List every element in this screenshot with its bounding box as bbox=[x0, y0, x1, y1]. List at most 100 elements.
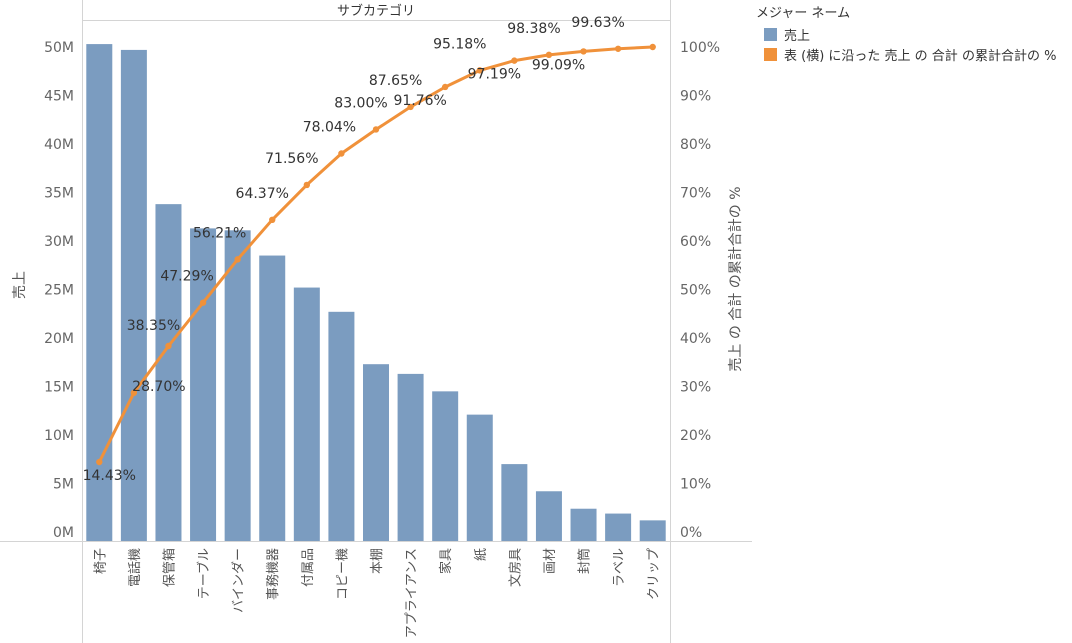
cumulative-data-label: 83.00% bbox=[334, 95, 387, 111]
bar-クリップ[interactable] bbox=[639, 520, 666, 541]
cumulative-point-画材[interactable] bbox=[545, 51, 553, 59]
bar-本棚[interactable] bbox=[363, 364, 389, 541]
bar-アプライアンス[interactable] bbox=[397, 373, 424, 541]
bar-バインダー[interactable] bbox=[224, 230, 251, 541]
cumulative-data-label: 98.38% bbox=[507, 21, 560, 37]
bar-保管箱[interactable] bbox=[155, 204, 182, 541]
x-category-label: 椅子 bbox=[93, 548, 108, 574]
cumulative-point-本棚[interactable] bbox=[372, 126, 380, 133]
x-category-label: 文房具 bbox=[507, 548, 523, 587]
cumulative-data-label: 91.76% bbox=[393, 93, 446, 109]
y-left-tick-label: 35M bbox=[44, 186, 74, 202]
cumulative-data-label: 97.19% bbox=[468, 67, 521, 83]
bar-付属品[interactable] bbox=[293, 287, 320, 541]
x-category-label: バインダー bbox=[232, 548, 247, 613]
legend-swatch-sales bbox=[764, 27, 777, 41]
cumulative-point-封筒[interactable] bbox=[580, 48, 587, 55]
cumulative-data-label: 99.09% bbox=[532, 57, 585, 73]
x-category-label: 家具 bbox=[438, 548, 454, 574]
cumulative-data-label: 95.18% bbox=[433, 36, 486, 52]
x-category-label: 紙 bbox=[474, 548, 489, 561]
cumulative-point-バインダー[interactable] bbox=[234, 256, 241, 263]
y-left-tick-label: 40M bbox=[44, 137, 74, 153]
cumulative-point-家具[interactable] bbox=[441, 83, 449, 91]
cumulative-data-label: 78.04% bbox=[303, 120, 356, 136]
x-category-label: 事務機器 bbox=[266, 548, 281, 600]
y-right-tick-label: 50% bbox=[680, 283, 711, 299]
y-right-axis-title: 売上 の 合計 の累計合計の % bbox=[728, 186, 744, 371]
x-category-label: 本棚 bbox=[370, 548, 385, 574]
cumulative-data-label: 87.65% bbox=[369, 73, 422, 89]
y-left-axis-title: 売上 bbox=[12, 271, 28, 299]
legend-item-cumulative-percent[interactable]: 表 (横) に沿った 売上 の 合計 の累計合計の % bbox=[756, 44, 1072, 64]
legend: メジャー ネーム 売上 表 (横) に沿った 売上 の 合計 の累計合計の % bbox=[756, 4, 1072, 64]
y-right-tick-label: 10% bbox=[680, 477, 711, 493]
x-category-label: コピー機 bbox=[335, 548, 350, 600]
legend-item-sales[interactable]: 売上 bbox=[756, 24, 1072, 44]
y-right-tick-label: 90% bbox=[680, 89, 711, 105]
cumulative-point-アプライアンス[interactable] bbox=[407, 103, 414, 111]
cumulative-data-label: 64.37% bbox=[236, 186, 289, 202]
cumulative-point-電話機[interactable] bbox=[130, 389, 138, 397]
x-category-label: 付属品 bbox=[301, 548, 316, 587]
y-left-tick-label: 5M bbox=[53, 477, 74, 493]
y-left-tick-label: 10M bbox=[44, 428, 74, 444]
x-category-label: ラベル bbox=[612, 548, 627, 587]
x-category-label: 保管箱 bbox=[161, 548, 177, 587]
cumulative-point-コピー機[interactable] bbox=[338, 150, 345, 157]
y-left-tick-label: 20M bbox=[44, 331, 74, 347]
bar-家具[interactable] bbox=[432, 391, 459, 541]
bar-ラベル[interactable] bbox=[605, 513, 632, 541]
bar-紙[interactable] bbox=[466, 414, 493, 541]
x-category-label: テーブル bbox=[196, 548, 212, 599]
legend-label-sales: 売上 bbox=[784, 28, 811, 44]
y-left-tick-label: 25M bbox=[44, 283, 74, 299]
y-left-tick-label: 15M bbox=[44, 380, 74, 396]
y-left-tick-label: 0M bbox=[53, 525, 74, 541]
legend-swatch-cumulative-percent bbox=[764, 47, 777, 61]
bar-椅子[interactable] bbox=[86, 44, 113, 542]
bar-電話機[interactable] bbox=[120, 49, 147, 541]
y-right-tick-label: 0% bbox=[680, 525, 702, 541]
cumulative-point-ラベル[interactable] bbox=[614, 45, 622, 52]
y-right-tick-label: 80% bbox=[680, 137, 711, 153]
bar-事務機器[interactable] bbox=[259, 255, 286, 542]
y-right-tick-label: 20% bbox=[680, 428, 711, 444]
bar-画材[interactable] bbox=[535, 491, 562, 541]
cumulative-point-付属品[interactable] bbox=[303, 181, 311, 189]
bar-文房具[interactable] bbox=[501, 464, 528, 541]
y-right-tick-label: 100% bbox=[680, 40, 720, 56]
y-right-tick-label: 60% bbox=[680, 234, 711, 250]
header-title: サブカテゴリ bbox=[337, 3, 415, 19]
x-category-label: アプライアンス bbox=[405, 548, 420, 638]
x-category-label: 画材 bbox=[543, 548, 558, 574]
y-right-tick-label: 30% bbox=[680, 380, 711, 396]
x-category-label: クリップ bbox=[647, 548, 662, 600]
cumulative-point-事務機器[interactable] bbox=[269, 216, 276, 224]
y-right-tick-label: 70% bbox=[680, 186, 711, 202]
cumulative-data-label: 56.21% bbox=[193, 225, 246, 241]
cumulative-data-label: 71.56% bbox=[265, 151, 318, 167]
bar-コピー機[interactable] bbox=[328, 311, 355, 541]
legend-title: メジャー ネーム bbox=[756, 6, 851, 21]
cumulative-point-保管箱[interactable] bbox=[165, 342, 172, 350]
cumulative-point-椅子[interactable] bbox=[96, 458, 103, 466]
bar-テーブル[interactable] bbox=[190, 228, 217, 541]
cumulative-data-label: 28.70% bbox=[132, 379, 185, 395]
y-left-tick-label: 50M bbox=[44, 40, 74, 56]
cumulative-point-紙[interactable] bbox=[476, 67, 483, 74]
legend-label-cumulative-percent: 表 (横) に沿った 売上 の 合計 の累計合計の % bbox=[784, 48, 1057, 64]
x-category-label: 電話機 bbox=[127, 548, 143, 587]
cumulative-data-label: 47.29% bbox=[160, 269, 213, 285]
x-category-label: 封筒 bbox=[577, 548, 593, 574]
cumulative-point-文房具[interactable] bbox=[511, 57, 518, 64]
y-left-tick-label: 30M bbox=[44, 234, 74, 250]
bar-封筒[interactable] bbox=[570, 508, 597, 541]
y-right-tick-label: 40% bbox=[680, 331, 711, 347]
cumulative-point-クリップ[interactable] bbox=[649, 43, 656, 51]
cumulative-data-label: 99.63% bbox=[571, 15, 624, 31]
y-left-tick-label: 45M bbox=[44, 89, 74, 105]
cumulative-data-label: 14.43% bbox=[83, 468, 136, 484]
cumulative-point-テーブル[interactable] bbox=[199, 299, 207, 306]
